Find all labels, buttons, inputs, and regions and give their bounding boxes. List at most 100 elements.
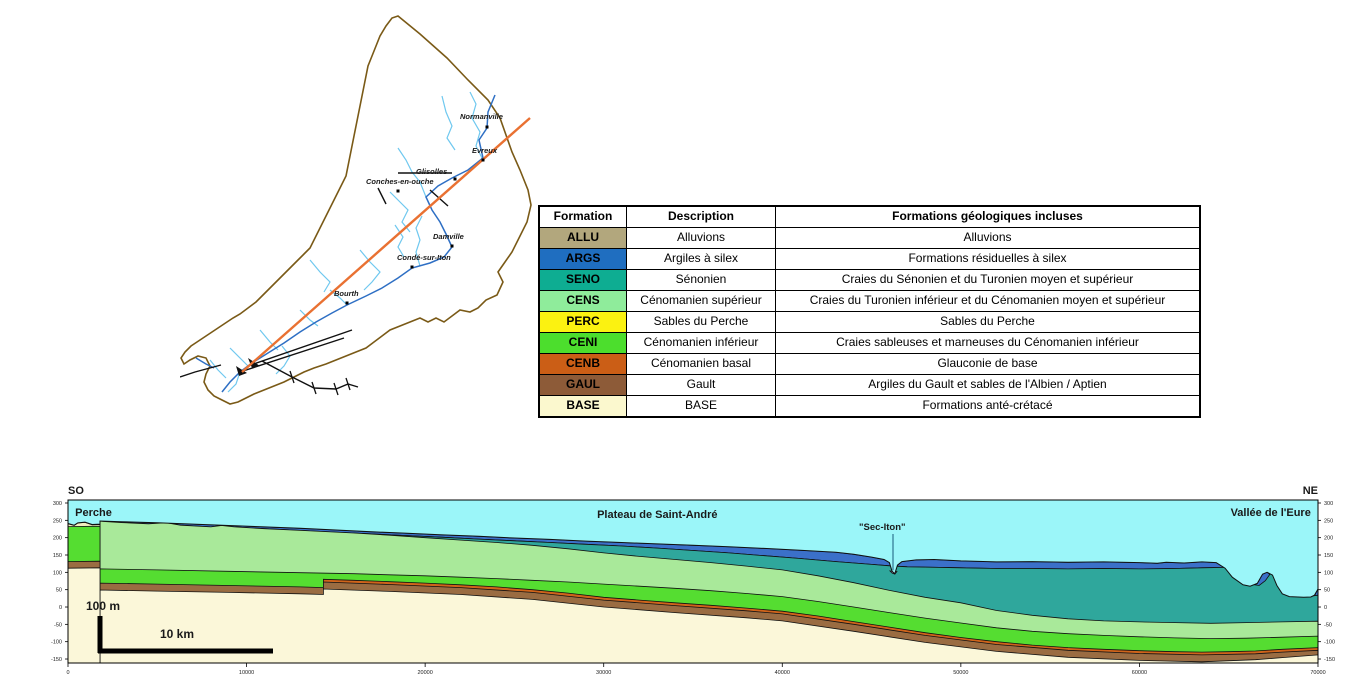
river-tributary — [469, 91, 484, 161]
y-tick-label: 250 — [53, 518, 62, 524]
x-tick-label: 50000 — [953, 670, 968, 676]
tick-mark — [345, 377, 351, 391]
table-row: SENO Sénonien Craies du Sénonien et du Tur… — [538, 269, 1201, 291]
formation-included: Alluvions — [775, 227, 1201, 249]
formation-description: Sénonien — [626, 269, 776, 291]
layer-base-w — [68, 567, 101, 663]
formation-included: Formations anté-crétacé — [775, 395, 1201, 418]
layer-base — [99, 588, 1318, 663]
formation-code-swatch: PERC — [538, 311, 627, 333]
y-tick-label: 300 — [53, 501, 62, 507]
river-tributary — [299, 309, 319, 327]
x-tick-label: 30000 — [596, 670, 611, 676]
formation-included: Glauconie de base — [775, 353, 1201, 375]
geological-cross-section: 300 300 250 250 200 200 150 150 100 100 50 50 0 0 -50 -… — [0, 480, 1351, 688]
label-vallee-eure: Vallée de l'Eure — [1231, 507, 1311, 519]
label-plateau: Plateau de Saint-André — [597, 509, 717, 521]
river-tributary — [209, 359, 227, 379]
town-label: Condé-sur-Iton — [397, 253, 451, 262]
river-tributary — [389, 191, 411, 233]
y-tick-label: -150 — [51, 657, 62, 663]
table-row: ARGS Argiles à silex Formations résiduelle… — [538, 248, 1201, 270]
formation-included: Formations résiduelles à silex — [775, 248, 1201, 270]
formation-code-swatch: CENS — [538, 290, 627, 312]
river-tributary — [229, 347, 249, 367]
river-tributary — [309, 259, 331, 293]
formation-description: Sables du Perche — [626, 311, 776, 333]
y-tick-label: 300 — [1324, 501, 1333, 507]
river-tributary — [415, 215, 423, 267]
formation-description: Argiles à silex — [626, 248, 776, 270]
y-tick-label: -50 — [54, 622, 62, 628]
town-label: Glisolles — [416, 167, 447, 176]
formation-description: Alluvions — [626, 227, 776, 249]
formation-included: Craies du Turonien inférieur et du Cénom… — [775, 290, 1201, 312]
table-row: CENS Cénomanien supérieur Craies du Turoni… — [538, 290, 1201, 312]
formation-included: Argiles du Gault et sables de l'Albien /… — [775, 374, 1201, 396]
y-tick-label: 200 — [1324, 536, 1333, 542]
formation-legend-table: Formation Description Formations géologiqu… — [538, 205, 1201, 418]
formation-included: Craies sableuses et marneuses du Cénoman… — [775, 332, 1201, 354]
y-tick-label: 150 — [1324, 553, 1333, 559]
formation-description: BASE — [626, 395, 776, 418]
y-tick-label: -50 — [1324, 622, 1332, 628]
formation-code-swatch: CENI — [538, 332, 627, 354]
x-tick-label: 20000 — [417, 670, 432, 676]
formation-code-swatch: SENO — [538, 269, 627, 291]
town-dot — [450, 244, 454, 248]
formation-code-swatch: BASE — [538, 395, 627, 418]
topography-line — [68, 520, 1318, 598]
x-tick-label: 70000 — [1310, 670, 1325, 676]
town-dot — [345, 301, 349, 305]
y-tick-label: -100 — [51, 640, 62, 646]
table-row: BASE BASE Formations anté-crétacé — [538, 395, 1201, 418]
river-tributary — [441, 95, 456, 151]
y-tick-label: 150 — [53, 553, 62, 559]
town-label: Evreux — [472, 146, 498, 155]
formation-included: Craies du Sénonien et du Turonien moyen … — [775, 269, 1201, 291]
y-tick-label: 50 — [56, 588, 62, 594]
town-dot — [485, 125, 489, 129]
town-dot — [396, 189, 400, 193]
table-row: PERC Sables du Perche Sables du Perche — [538, 311, 1201, 333]
watershed-map-svg: Normanville Evreux GlisollesConches-en-ouc… — [179, 15, 532, 405]
town-dot — [481, 158, 485, 162]
formation-description: Gault — [626, 374, 776, 396]
formation-code-swatch: CENB — [538, 353, 627, 375]
town-dot — [453, 177, 457, 181]
scalebar-h-label: 10 km — [160, 627, 194, 641]
label-so: SO — [68, 485, 84, 497]
fault-line — [377, 187, 387, 205]
river-tributary — [259, 329, 279, 351]
formation-description: Cénomanien inférieur — [626, 332, 776, 354]
formation-description: Cénomanien supérieur — [626, 290, 776, 312]
fault-line — [179, 364, 222, 378]
river-tributary — [227, 371, 241, 393]
cross-section-svg: 300 300 250 250 200 200 150 150 100 100 50 50 0 0 -50 -… — [51, 485, 1335, 676]
x-tick-label: 60000 — [1132, 670, 1147, 676]
table-header-1: Description — [626, 205, 776, 228]
table-row: CENI Cénomanien inférieur Craies sableuses… — [538, 332, 1201, 354]
x-tick-label: 40000 — [775, 670, 790, 676]
y-tick-label: 100 — [1324, 570, 1333, 576]
ticked-line — [261, 360, 359, 390]
river-main — [195, 357, 215, 369]
fault-line — [242, 337, 345, 372]
plot-border — [67, 499, 1319, 664]
x-tick-label: 10000 — [239, 670, 254, 676]
tick-mark — [311, 381, 317, 395]
fault-line — [247, 329, 353, 367]
y-tick-label: 0 — [59, 605, 62, 611]
tick-mark — [289, 370, 295, 384]
table-row: CENB Cénomanien basal Glauconie de base — [538, 353, 1201, 375]
town-label: Damville — [433, 232, 464, 241]
table-header-0: Formation — [538, 205, 627, 228]
town-label: Normanville — [460, 112, 503, 121]
tick-mark — [333, 382, 339, 396]
table-header-2: Formations géologiques incluses — [775, 205, 1201, 228]
label-sec-iton: "Sec-Iton" — [859, 522, 905, 533]
y-tick-label: 100 — [53, 570, 62, 576]
formation-code-swatch: ALLU — [538, 227, 627, 249]
y-tick-label: 200 — [53, 536, 62, 542]
